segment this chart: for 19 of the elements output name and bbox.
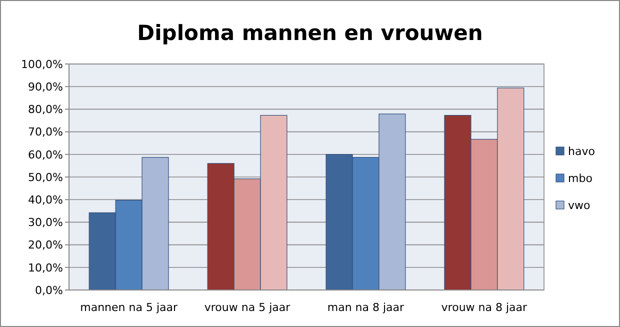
legend-label: vwo [568, 198, 591, 212]
y-tick-label: 50,0% [28, 170, 63, 184]
y-tick-label: 30,0% [28, 216, 63, 230]
legend-label: mbo [568, 172, 593, 185]
y-tick-label: 20,0% [28, 238, 63, 252]
legend-label: havo [568, 144, 596, 158]
chart-title: Diploma mannen en vrouwen [137, 21, 483, 45]
x-tick-label: vrouw na 8 jaar [441, 301, 528, 314]
x-tick-label: man na 8 jaar [327, 301, 405, 314]
x-tick-label: vrouw na 5 jaar [204, 301, 291, 314]
y-tick-label: 10,0% [28, 261, 63, 274]
x-tick-label: mannen na 5 jaar [80, 301, 178, 314]
y-tick-label: 90,0% [28, 80, 63, 94]
y-tick-label: 70,0% [28, 126, 63, 139]
y-tick-label: 100,0% [21, 58, 63, 71]
y-tick-label: 60,0% [28, 148, 63, 162]
y-tick-label: 80,0% [28, 103, 63, 116]
y-tick-label: 40,0% [28, 193, 63, 206]
y-tick-label: 0,0% [35, 284, 63, 297]
